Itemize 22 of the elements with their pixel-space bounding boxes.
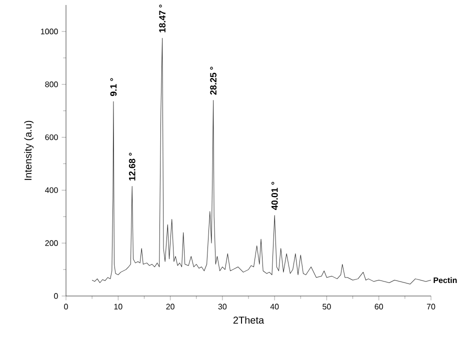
x-tick-label: 70 [426, 304, 436, 310]
series-label: Pectin [434, 277, 457, 284]
y-tick-label: 800 [45, 82, 58, 88]
annotation: 40.01 ° [271, 182, 278, 210]
annotation: 9.1 ° [110, 78, 117, 96]
y-tick-label: 1000 [41, 28, 58, 34]
y-axis-title: Intensity (a.u) [24, 120, 34, 180]
x-tick-label: 60 [374, 304, 383, 310]
y-tick-label: 600 [45, 134, 58, 140]
x-tick-label: 0 [64, 304, 68, 310]
x-tick-label: 10 [114, 304, 122, 310]
annotation: 28.25 ° [210, 66, 216, 95]
x-tick-label: 40 [270, 304, 279, 310]
x-tick-label: 30 [218, 304, 227, 310]
y-tick-label: 0 [54, 293, 58, 299]
y-tick-label: 400 [45, 187, 58, 194]
x-tick-label: 20 [166, 304, 174, 310]
x-axis-title: 2Theta [233, 316, 264, 324]
annotation: 12.68 ° [128, 152, 136, 180]
annotation: 18.47 ° [159, 4, 166, 32]
x-tick-label: 50 [322, 304, 331, 310]
y-tick-label: 200 [45, 240, 58, 246]
